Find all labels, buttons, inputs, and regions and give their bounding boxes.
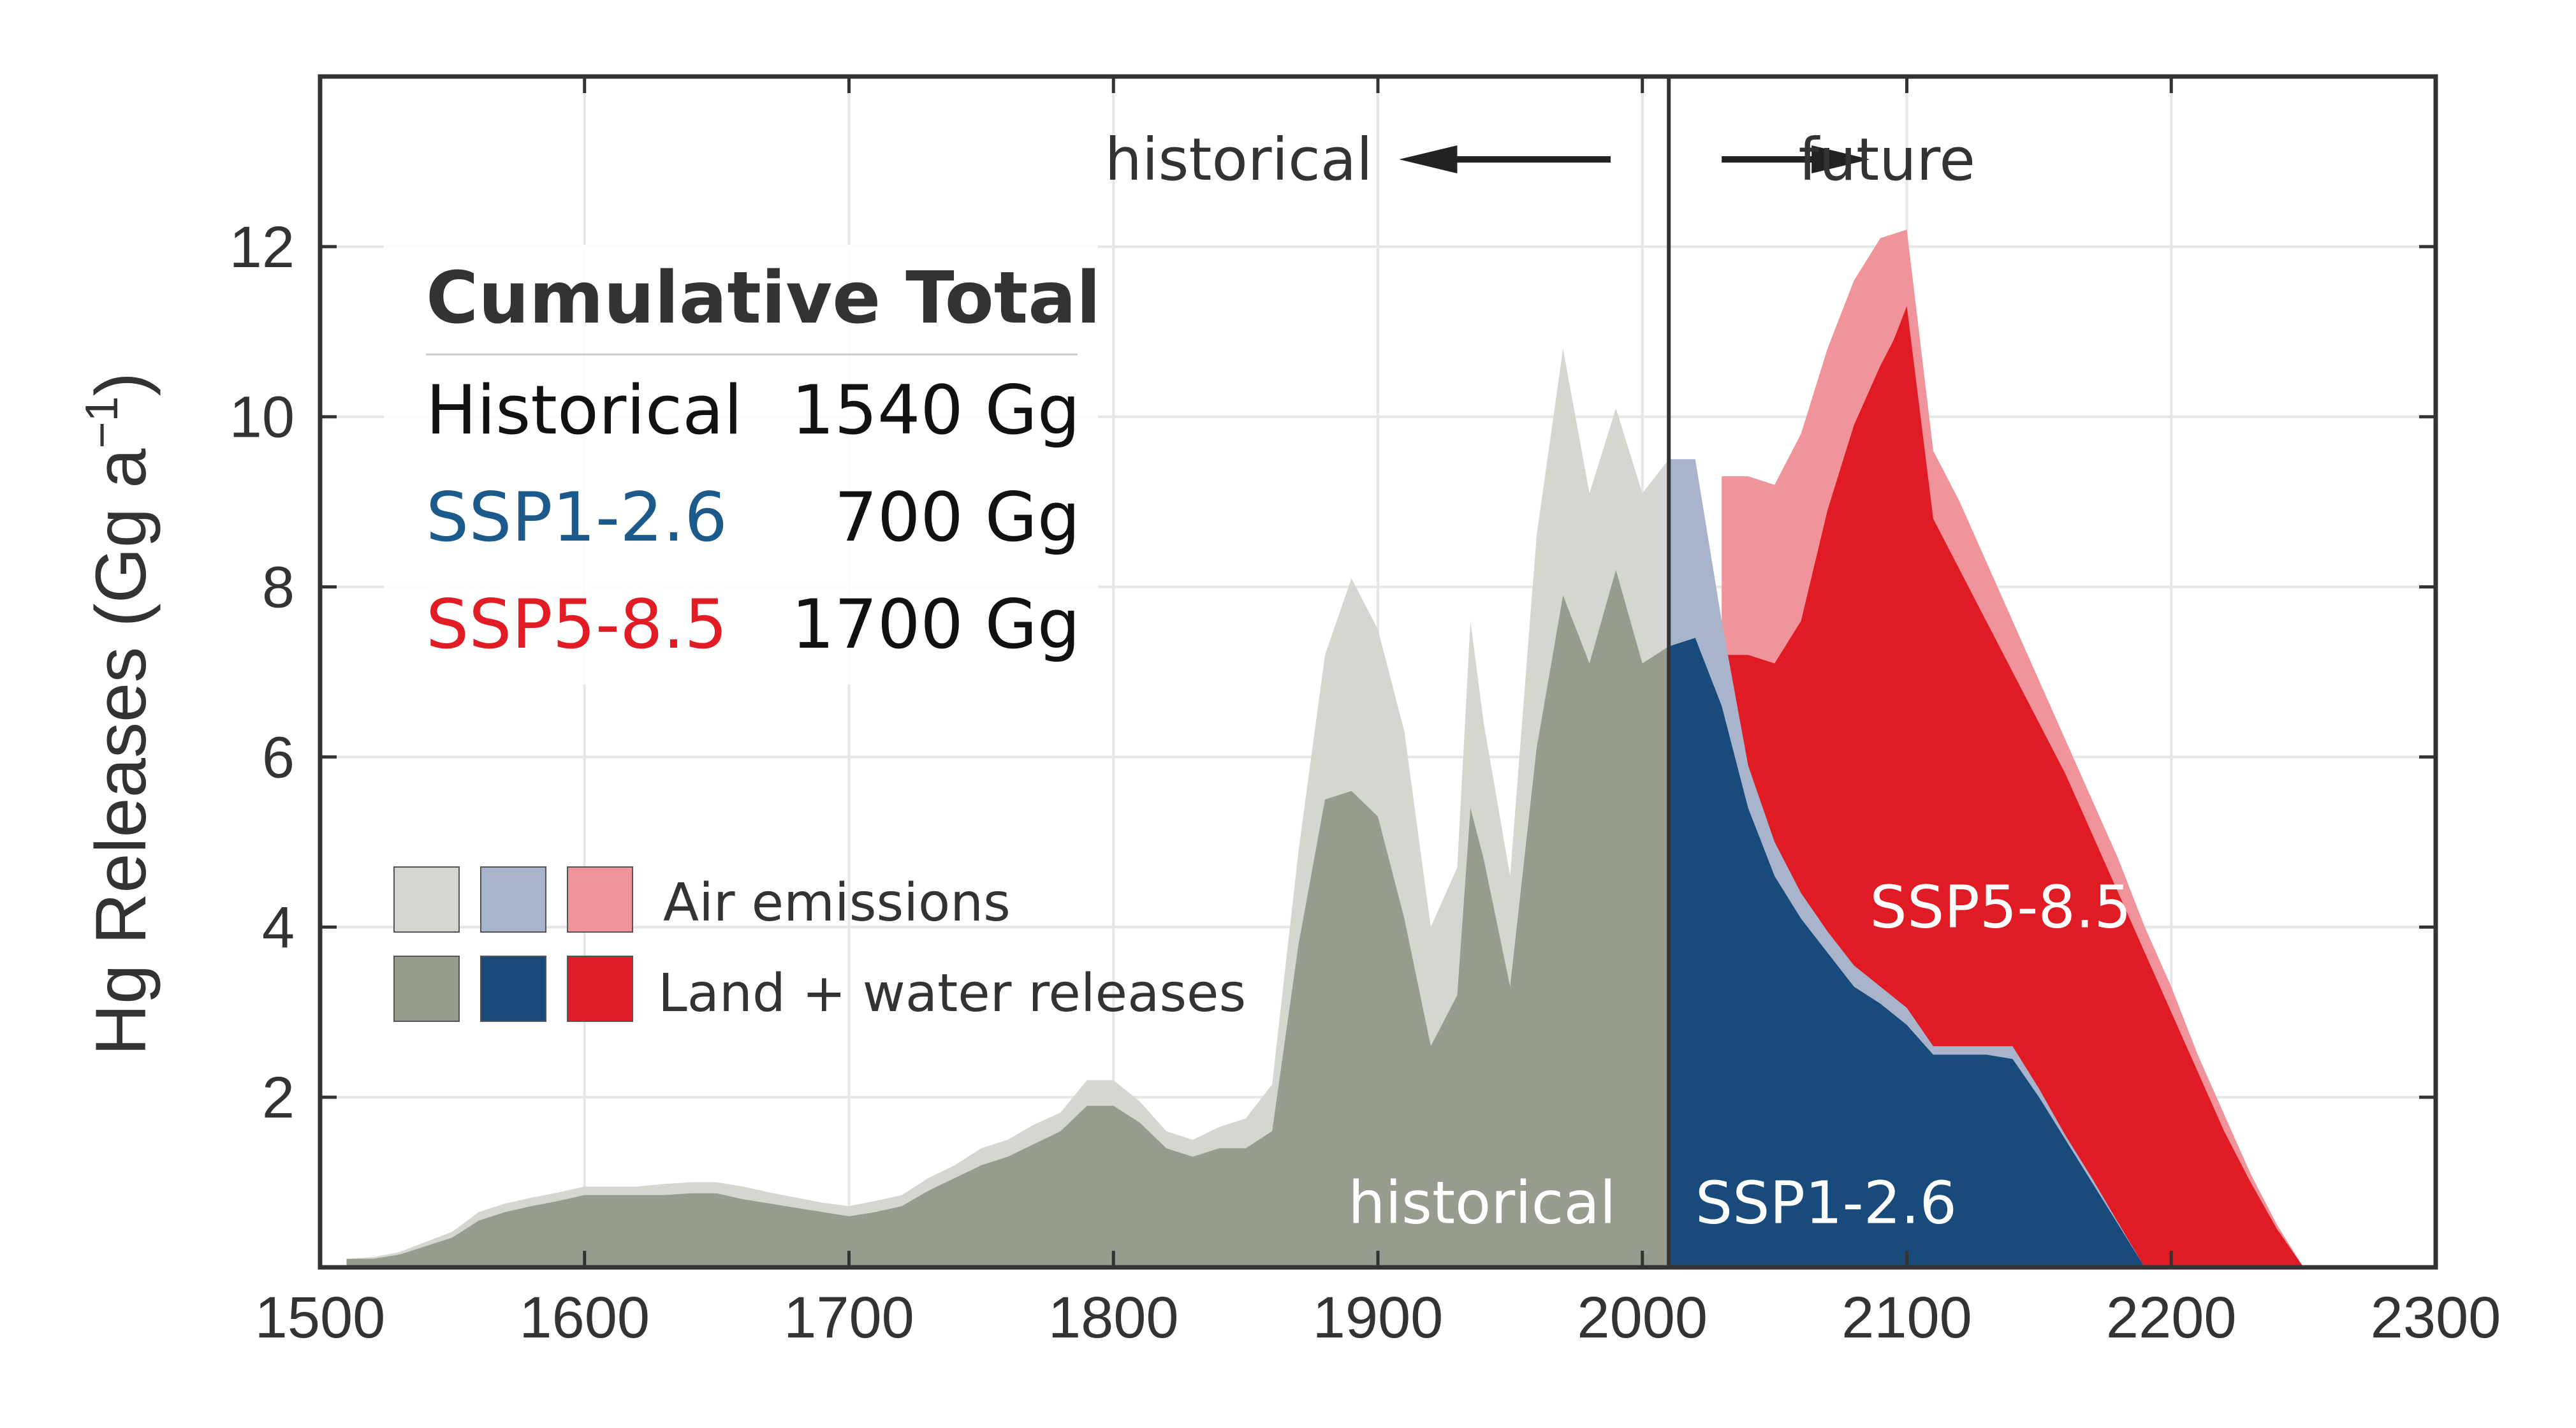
ssp585-area-label: SSP5-8.5: [1870, 873, 2131, 941]
total-value-historical: 1540 Gg: [791, 371, 1080, 449]
historical-arrow-label: historical: [1105, 126, 1373, 194]
x-tick-label-2100: 2100: [1841, 1285, 1972, 1350]
x-tick-label-2200: 2200: [2106, 1285, 2237, 1350]
x-tick-label-1700: 1700: [784, 1285, 914, 1350]
x-tick-label-2000: 2000: [1577, 1285, 1708, 1350]
legend-land-water-label: Land + water releases: [658, 963, 1246, 1024]
historical-area-label: historical: [1348, 1169, 1616, 1237]
total-name-historical: Historical: [426, 371, 743, 449]
y-tick-label-6: 6: [262, 725, 295, 790]
legend-land-swatch-historical: [393, 956, 460, 1022]
cumulative-total-title: Cumulative Total: [426, 257, 1101, 340]
y-axis-title-close: ): [81, 372, 161, 396]
total-value-ssp5-8-5: 1700 Gg: [791, 585, 1080, 664]
cumulative-total-box: Cumulative Total Historical 1540 Gg SSP1-2…: [384, 245, 1101, 685]
legend-air-swatch-ssp585: [567, 866, 633, 933]
legend-air-swatch-ssp126: [480, 866, 546, 933]
y-axis-tick-labels: 2 4 6 8 10 12: [230, 215, 295, 1130]
legend: Air emissions Land + water releases: [393, 866, 1246, 1024]
y-axis-title-superscript: −1: [77, 396, 128, 448]
y-tick-label-8: 8: [262, 555, 295, 620]
x-tick-label-2300: 2300: [2371, 1285, 2501, 1350]
total-value-ssp1-2-6: 700 Gg: [835, 478, 1080, 557]
legend-air-swatch-historical: [393, 866, 460, 933]
left-arrow-icon: [1399, 145, 1611, 173]
x-tick-label-1600: 1600: [519, 1285, 650, 1350]
x-tick-label-1900: 1900: [1313, 1285, 1444, 1350]
y-axis-title-main: Hg Releases (Gg a: [81, 448, 161, 1056]
y-tick-label-12: 12: [230, 215, 295, 280]
ssp126-area-label: SSP1-2.6: [1695, 1169, 1957, 1237]
axis-ticks: [318, 76, 2438, 1267]
area-ssp1-2-6-land-water: [1669, 638, 2145, 1267]
x-axis-tick-labels: 1500 1600 1700 1800 1900 2000 2100 2200 2300: [255, 1285, 2501, 1350]
y-tick-label-2: 2: [262, 1065, 295, 1130]
y-tick-label-10: 10: [230, 385, 295, 450]
future-arrow-label: future: [1798, 126, 1975, 194]
right-arrow-icon: [1722, 145, 1870, 173]
y-axis-title: Hg Releases (Gg a−1): [77, 372, 161, 1056]
x-tick-label-1800: 1800: [1048, 1285, 1179, 1350]
legend-air-emissions-label: Air emissions: [663, 873, 1011, 933]
legend-land-swatch-ssp585: [567, 956, 633, 1022]
x-tick-label-1500: 1500: [255, 1285, 386, 1350]
total-name-ssp5-8-5: SSP5-8.5: [426, 585, 728, 664]
total-name-ssp1-2-6: SSP1-2.6: [426, 478, 728, 557]
area-series: [346, 229, 2304, 1268]
area-historical-land-water: [346, 569, 1669, 1267]
y-tick-label-4: 4: [262, 895, 295, 960]
legend-land-swatch-ssp126: [480, 956, 546, 1022]
